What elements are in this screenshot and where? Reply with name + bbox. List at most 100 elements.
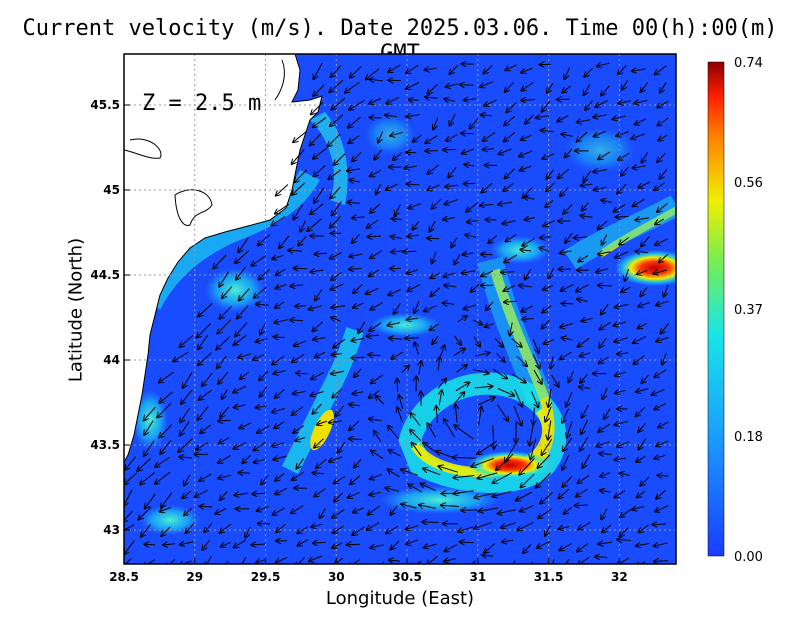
velocity-arrow: [430, 323, 440, 330]
velocity-arrow: [460, 85, 474, 86]
velocity-arrow: [350, 65, 362, 77]
velocity-arrow: [251, 544, 266, 545]
velocity-arrow: [173, 351, 189, 361]
velocity-arrow: [655, 505, 669, 512]
velocity-arrow: [292, 406, 304, 415]
velocity-arrow: [662, 353, 667, 364]
velocity-arrow: [456, 365, 467, 373]
velocity-arrow: [530, 438, 537, 460]
velocity-arrow: [369, 98, 382, 104]
velocity-arrow: [425, 97, 438, 98]
velocity-arrow: [124, 540, 135, 555]
velocity-arrow: [370, 79, 383, 81]
velocity-arrow: [654, 561, 669, 562]
velocity-arrow: [657, 152, 666, 162]
velocity-arrow: [295, 306, 307, 307]
velocity-arrow: [394, 302, 401, 314]
velocity-arrow: [180, 542, 194, 545]
velocity-arrow: [320, 508, 326, 519]
velocity-arrow: [634, 100, 648, 103]
western-jet: [281, 327, 364, 475]
plot-frame: [123, 53, 677, 565]
velocity-arrow: [293, 391, 306, 394]
velocity-arrow: [180, 407, 191, 422]
velocity-arrow: [347, 169, 361, 171]
velocity-arrow: [354, 458, 362, 468]
velocity-arrow: [658, 475, 669, 476]
velocity-arrow: [159, 424, 173, 438]
velocity-arrow: [558, 488, 570, 498]
velocity-arrow: [462, 64, 474, 65]
velocity-arrow: [234, 539, 246, 547]
velocity-arrow: [525, 114, 534, 124]
velocity-arrow: [312, 321, 323, 331]
velocity-arrow: [617, 540, 631, 541]
velocity-arrow: [505, 81, 514, 92]
velocity-arrow: [328, 169, 342, 179]
velocity-arrow: [561, 134, 573, 136]
velocity-arrow: [636, 406, 646, 416]
velocity-arrow: [314, 438, 324, 448]
velocity-arrow: [353, 507, 364, 513]
velocity-arrow: [545, 199, 554, 207]
velocity-arrow: [577, 299, 588, 301]
y-axis-label: Latitude (North): [65, 237, 87, 383]
velocity-arrow: [498, 202, 512, 204]
velocity-arrow: [444, 285, 457, 287]
velocity-arrow: [533, 407, 534, 424]
velocity-arrow: [272, 443, 285, 447]
velocity-arrow: [316, 459, 327, 468]
velocity-arrow: [329, 456, 343, 462]
velocity-arrow: [444, 544, 458, 552]
velocity-arrow: [218, 475, 232, 478]
velocity-arrow: [236, 266, 246, 280]
velocity-arrow: [656, 336, 669, 341]
velocity-arrow: [387, 323, 401, 326]
velocity-arrow: [179, 457, 193, 458]
y-tick-label: 45.5: [90, 98, 120, 112]
velocity-arrow: [621, 286, 631, 292]
velocity-arrow: [261, 474, 269, 485]
velocity-arrow: [580, 374, 588, 384]
velocity-arrow: [408, 100, 419, 101]
velocity-arrow: [258, 234, 271, 246]
velocity-arrow: [312, 473, 324, 474]
colorbar: [707, 61, 725, 557]
velocity-arrow: [391, 351, 404, 359]
velocity-arrow: [480, 204, 494, 205]
velocity-arrow: [497, 388, 514, 396]
velocity-arrow: [348, 116, 361, 128]
velocity-arrow: [406, 539, 419, 545]
velocity-arrow: [276, 268, 286, 275]
velocity-arrow: [334, 476, 346, 484]
velocity-arrow: [349, 404, 361, 405]
velocity-arrow: [198, 303, 213, 317]
velocity-arrow: [504, 301, 517, 302]
velocity-arrow: [505, 441, 518, 463]
velocity-arrow: [386, 183, 398, 190]
velocity-arrow: [443, 218, 455, 220]
velocity-arrow: [598, 220, 608, 229]
velocity-arrow: [254, 441, 266, 450]
velocity-arrow: [419, 361, 421, 375]
velocity-arrow: [503, 182, 515, 191]
velocity-arrow: [516, 491, 533, 500]
velocity-arrow: [414, 301, 420, 314]
velocity-arrow: [522, 319, 534, 320]
velocity-arrow: [415, 343, 419, 355]
velocity-arrow: [237, 305, 249, 319]
velocity-arrow: [370, 118, 382, 119]
velocity-arrow: [598, 151, 611, 160]
velocity-arrow: [520, 505, 534, 512]
velocity-arrow: [595, 100, 608, 108]
coast-detail: [274, 59, 285, 101]
velocity-arrow: [275, 285, 287, 289]
velocity-arrow: [348, 135, 360, 144]
y-tick-label: 43.5: [90, 438, 120, 452]
velocity-arrow: [612, 116, 626, 119]
velocity-arrow: [582, 404, 590, 418]
velocity-arrow: [444, 419, 455, 438]
velocity-arrow: [370, 250, 383, 259]
velocity-arrow: [274, 421, 285, 429]
velocity-arrow: [614, 322, 627, 326]
